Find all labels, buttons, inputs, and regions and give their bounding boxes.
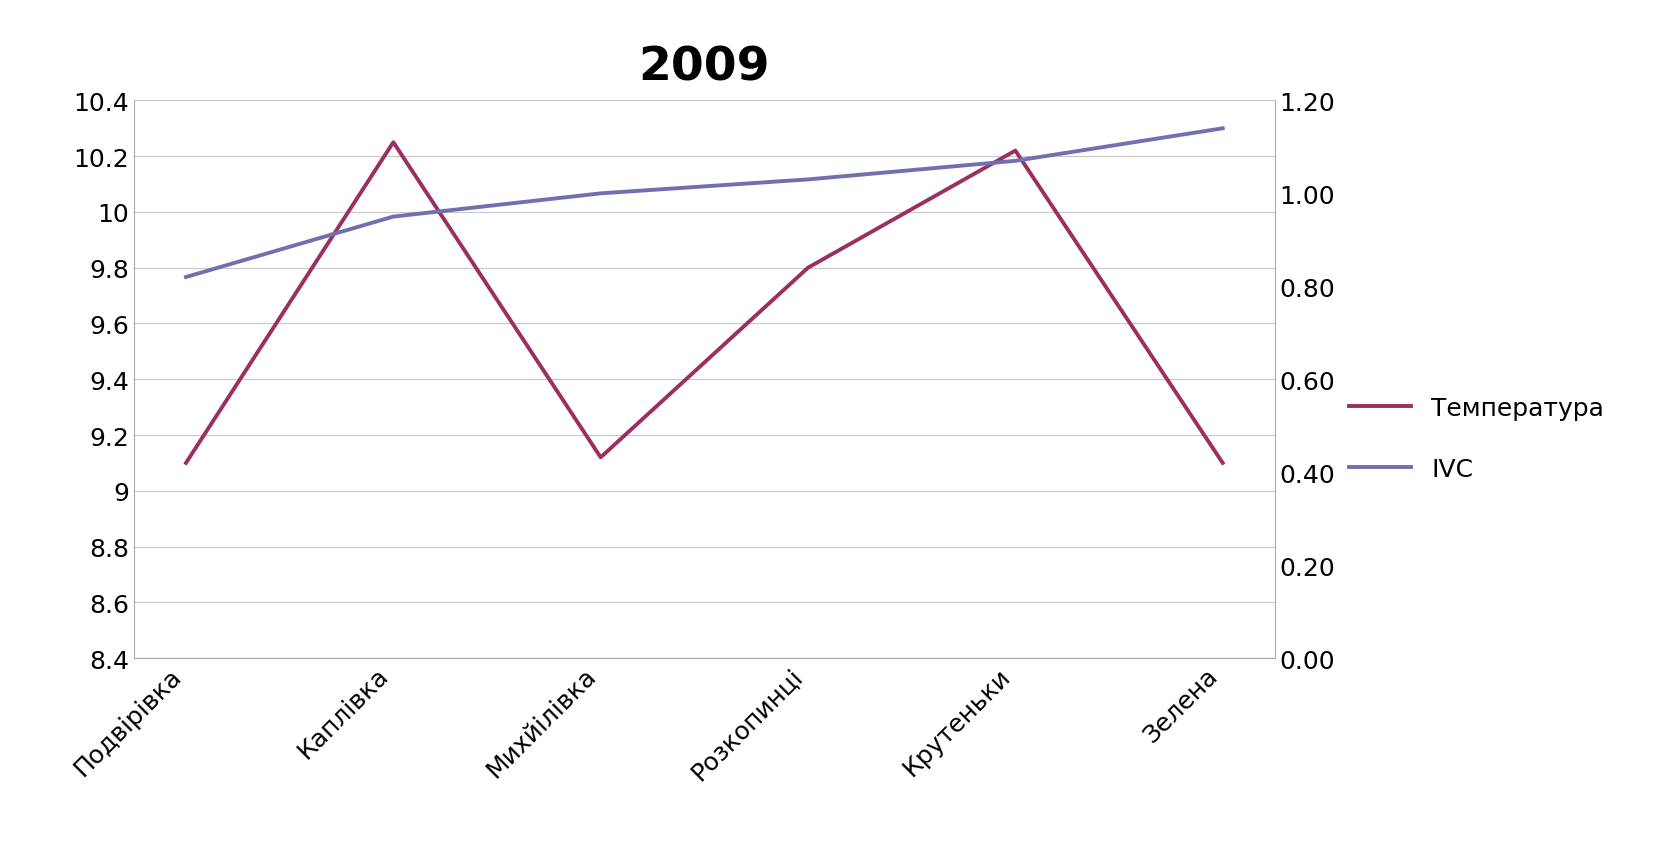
IVC: [1005, 157, 1025, 167]
IVC: [798, 176, 818, 186]
Legend: Температура, IVC: Температура, IVC: [1338, 387, 1615, 491]
IVC: [590, 189, 610, 199]
Line: Температура: Температура: [186, 143, 1223, 463]
IVC: [1212, 124, 1233, 134]
Температура: [384, 138, 404, 148]
Температура: [590, 452, 610, 463]
Температура: [798, 263, 818, 273]
Title: 2009: 2009: [639, 46, 770, 90]
Line: IVC: IVC: [186, 129, 1223, 278]
Температура: [1212, 458, 1233, 468]
Температура: [1005, 146, 1025, 156]
Температура: [176, 458, 196, 468]
IVC: [176, 273, 196, 283]
IVC: [384, 212, 404, 222]
